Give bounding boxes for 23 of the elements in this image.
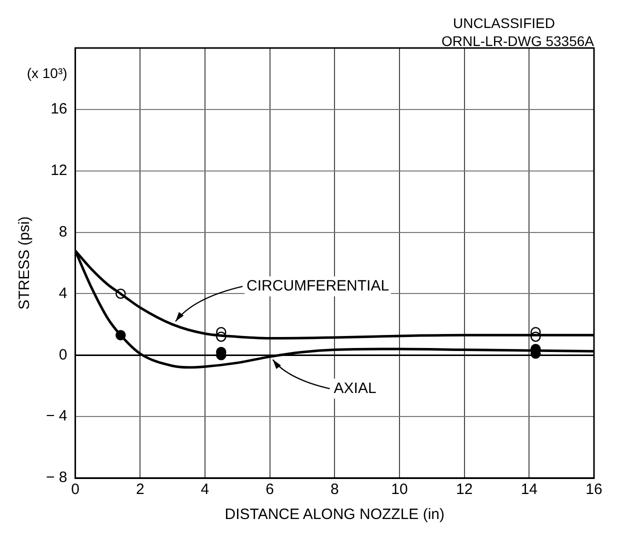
y-tick-label: 4 bbox=[58, 284, 68, 302]
y-tick-label: 12 bbox=[50, 162, 68, 179]
x-tick-label: 4 bbox=[200, 481, 210, 498]
x-tick-label: 12 bbox=[456, 481, 473, 498]
y-tick-label: 8 bbox=[58, 223, 68, 240]
y-tick-label: − 4 bbox=[46, 408, 68, 425]
text: UNCLASSIFIED bbox=[453, 15, 555, 31]
y-axis-title: STRESS (psi) bbox=[16, 216, 34, 310]
x-tick-label: 14 bbox=[520, 481, 538, 498]
series-label: AXIAL bbox=[334, 380, 376, 397]
x-tick-label: 10 bbox=[391, 481, 408, 498]
annotation: ORNL-LR-DWG 53356A bbox=[442, 33, 595, 49]
x-axis-title: DISTANCE ALONG NOZZLE (in) bbox=[224, 506, 445, 524]
x-tick-label: 2 bbox=[136, 481, 144, 498]
x-tick-label: 16 bbox=[586, 481, 602, 498]
y-tick-label: − 8 bbox=[46, 469, 68, 486]
x-tick-label: 0 bbox=[71, 481, 80, 498]
x-tick-label: 6 bbox=[266, 481, 274, 498]
y-tick-label: 16 bbox=[50, 100, 68, 118]
text: CIRCUMFERENTIAL bbox=[246, 278, 390, 295]
text: (x 10³) bbox=[26, 65, 68, 81]
x-tick-label: 8 bbox=[330, 481, 339, 498]
y-tick-label: 0 bbox=[58, 346, 68, 364]
